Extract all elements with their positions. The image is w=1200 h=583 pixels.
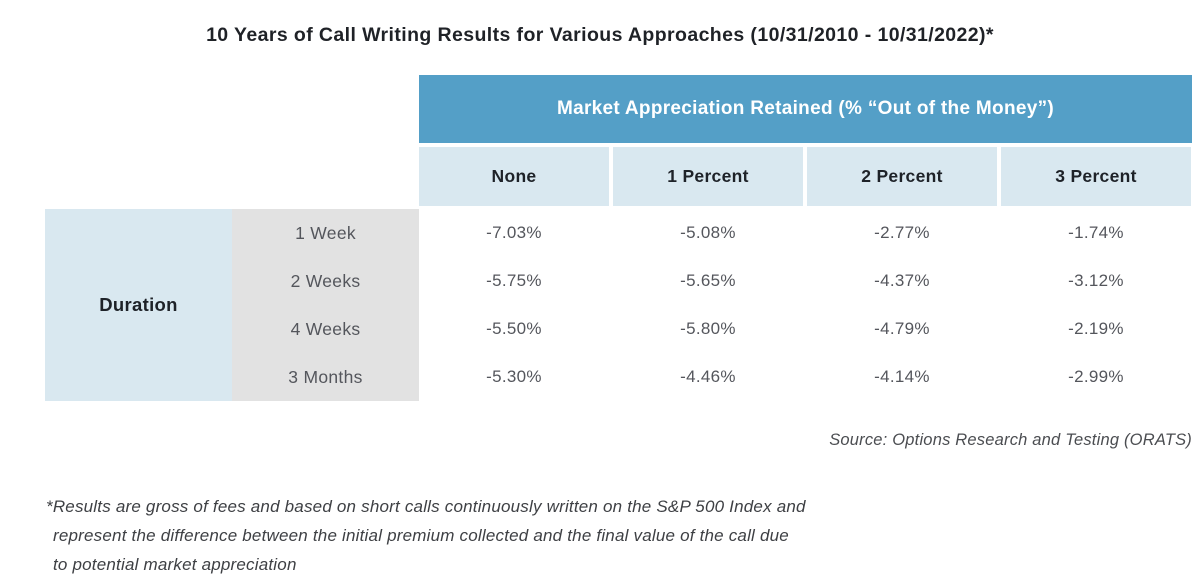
value-cell: -5.08% — [680, 223, 736, 242]
value-cell: -5.50% — [486, 319, 542, 338]
value-cell: -5.75% — [486, 271, 542, 290]
value-cell: -2.99% — [1068, 367, 1124, 386]
value-cell: -1.74% — [1068, 223, 1124, 242]
value-cell: -2.19% — [1068, 319, 1124, 338]
value-cell: -4.14% — [874, 367, 930, 386]
column-group-header: Market Appreciation Retained (% “Out of … — [419, 75, 1192, 143]
column-header-1-percent: 1 Percent — [613, 147, 803, 206]
source-attribution: Source: Options Research and Testing (OR… — [829, 431, 1192, 449]
row-label-3-months: 3 Months — [288, 366, 363, 387]
value-cell: -5.80% — [680, 319, 736, 338]
row-labels-background — [232, 209, 419, 401]
value-cell: -5.65% — [680, 271, 736, 290]
value-cell: -5.30% — [486, 367, 542, 386]
row-group-label: Duration — [45, 209, 232, 401]
row-label-4-weeks: 4 Weeks — [290, 318, 361, 339]
row-label-2-weeks: 2 Weeks — [290, 270, 361, 291]
footnote-line: *Results are gross of fees and based on … — [46, 497, 806, 516]
column-header-2-percent: 2 Percent — [807, 147, 997, 206]
value-cell: -2.77% — [874, 223, 930, 242]
value-cell: -3.12% — [1068, 271, 1124, 290]
column-header-none: None — [419, 147, 609, 206]
footnote-line: to potential market appreciation — [53, 555, 297, 574]
footnote: *Results are gross of fees and based on … — [46, 492, 806, 579]
figure-title: 10 Years of Call Writing Results for Var… — [206, 24, 994, 46]
value-cell: -7.03% — [486, 223, 542, 242]
footnote-line: represent the difference between the ini… — [53, 526, 789, 545]
row-label-1-week: 1 Week — [295, 222, 356, 243]
value-cell: -4.79% — [874, 319, 930, 338]
column-header-3-percent: 3 Percent — [1001, 147, 1191, 206]
value-cell: -4.37% — [874, 271, 930, 290]
value-cell: -4.46% — [680, 367, 736, 386]
